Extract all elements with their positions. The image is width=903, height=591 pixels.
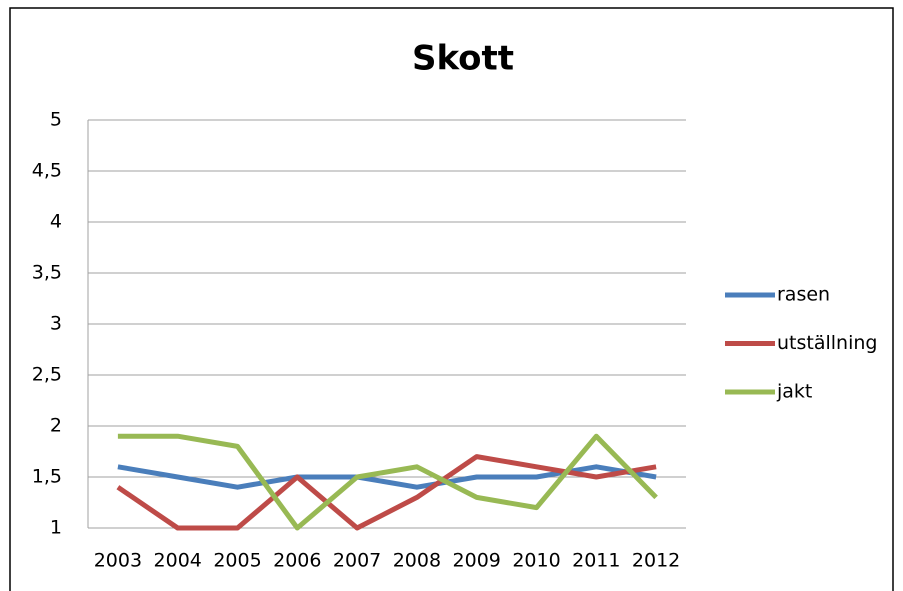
y-tick-label: 3 xyxy=(50,313,62,335)
x-tick-label: 2012 xyxy=(632,550,680,572)
y-tick-label: 1,5 xyxy=(32,466,62,488)
chart-title: Skott xyxy=(412,39,514,79)
x-tick-label: 2009 xyxy=(453,550,501,572)
y-tick-label: 5 xyxy=(50,109,62,131)
y-tick-label: 4 xyxy=(50,211,62,233)
y-tick-label: 2 xyxy=(50,415,62,437)
y-tick-label: 1 xyxy=(50,517,62,539)
legend-label: utställning xyxy=(777,332,877,354)
x-tick-label: 2007 xyxy=(333,550,381,572)
x-tick-label: 2008 xyxy=(393,550,441,572)
y-tick-label: 2,5 xyxy=(32,364,62,386)
chart-border xyxy=(9,7,894,591)
legend-label: jakt xyxy=(776,381,812,403)
x-tick-label: 2010 xyxy=(512,550,560,572)
x-tick-label: 2003 xyxy=(94,550,142,572)
series-line xyxy=(117,433,658,531)
legend-label: rasen xyxy=(777,284,830,306)
x-tick-label: 2004 xyxy=(154,550,202,572)
x-tick-label: 2011 xyxy=(572,550,620,572)
x-tick-label: 2005 xyxy=(213,550,261,572)
y-tick-label: 3,5 xyxy=(32,262,62,284)
x-tick-label: 2006 xyxy=(273,550,321,572)
y-tick-label: 4,5 xyxy=(32,160,62,182)
